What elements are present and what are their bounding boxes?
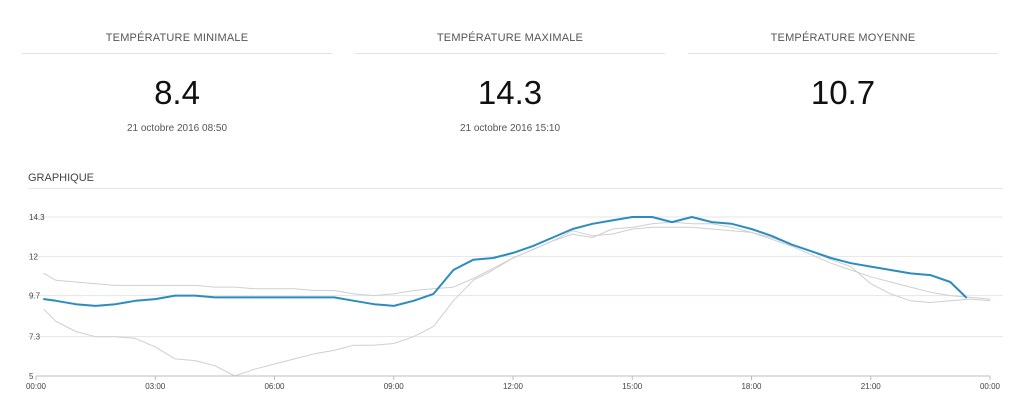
stat-avg-label: TEMPÉRATURE MOYENNE xyxy=(770,32,916,44)
y-tick-label: 5 xyxy=(29,372,34,381)
stat-min-temperature: TEMPÉRATURE MINIMALE 8.4 21 octobre 2016… xyxy=(22,30,332,135)
x-tick-label: 18:00 xyxy=(741,382,762,391)
y-tick-label: 7.3 xyxy=(29,333,41,342)
x-tick-label: 03:00 xyxy=(145,382,166,391)
stat-avg-date xyxy=(688,123,998,135)
stat-avg-value: 10.7 xyxy=(810,74,876,111)
x-tick-label: 06:00 xyxy=(264,382,285,391)
stat-max-label: TEMPÉRATURE MAXIMALE xyxy=(436,32,584,44)
x-tick-label: 15:00 xyxy=(622,382,643,391)
stat-min-label: TEMPÉRATURE MINIMALE xyxy=(105,32,249,44)
stat-min-value: 8.4 xyxy=(154,74,200,111)
y-tick-label: 14.3 xyxy=(29,213,45,222)
x-tick-label: 00:00 xyxy=(980,382,1001,391)
stat-max-date: 21 octobre 2016 15:10 xyxy=(459,123,561,134)
section-divider xyxy=(28,188,1003,189)
x-tick-label: 21:00 xyxy=(861,382,882,391)
section-title-graphique: GRAPHIQUE xyxy=(28,172,95,184)
x-tick-label: 12:00 xyxy=(503,382,524,391)
stat-min-divider xyxy=(22,53,332,54)
stat-max-temperature: TEMPÉRATURE MAXIMALE 14.3 21 octobre 201… xyxy=(355,30,665,135)
series-line-reference xyxy=(43,221,991,377)
series-line-main xyxy=(43,216,968,307)
y-tick-label: 12 xyxy=(29,252,38,261)
stat-avg-divider xyxy=(688,53,998,54)
x-tick-label: 09:00 xyxy=(384,382,405,391)
stat-avg-temperature: TEMPÉRATURE MOYENNE 10.7 xyxy=(688,30,998,135)
x-tick-label: 00:00 xyxy=(26,382,47,391)
stat-min-date: 21 octobre 2016 08:50 xyxy=(126,123,228,134)
stat-max-value: 14.3 xyxy=(477,74,543,111)
y-tick-label: 9.7 xyxy=(29,292,41,301)
stat-max-divider xyxy=(355,53,665,54)
